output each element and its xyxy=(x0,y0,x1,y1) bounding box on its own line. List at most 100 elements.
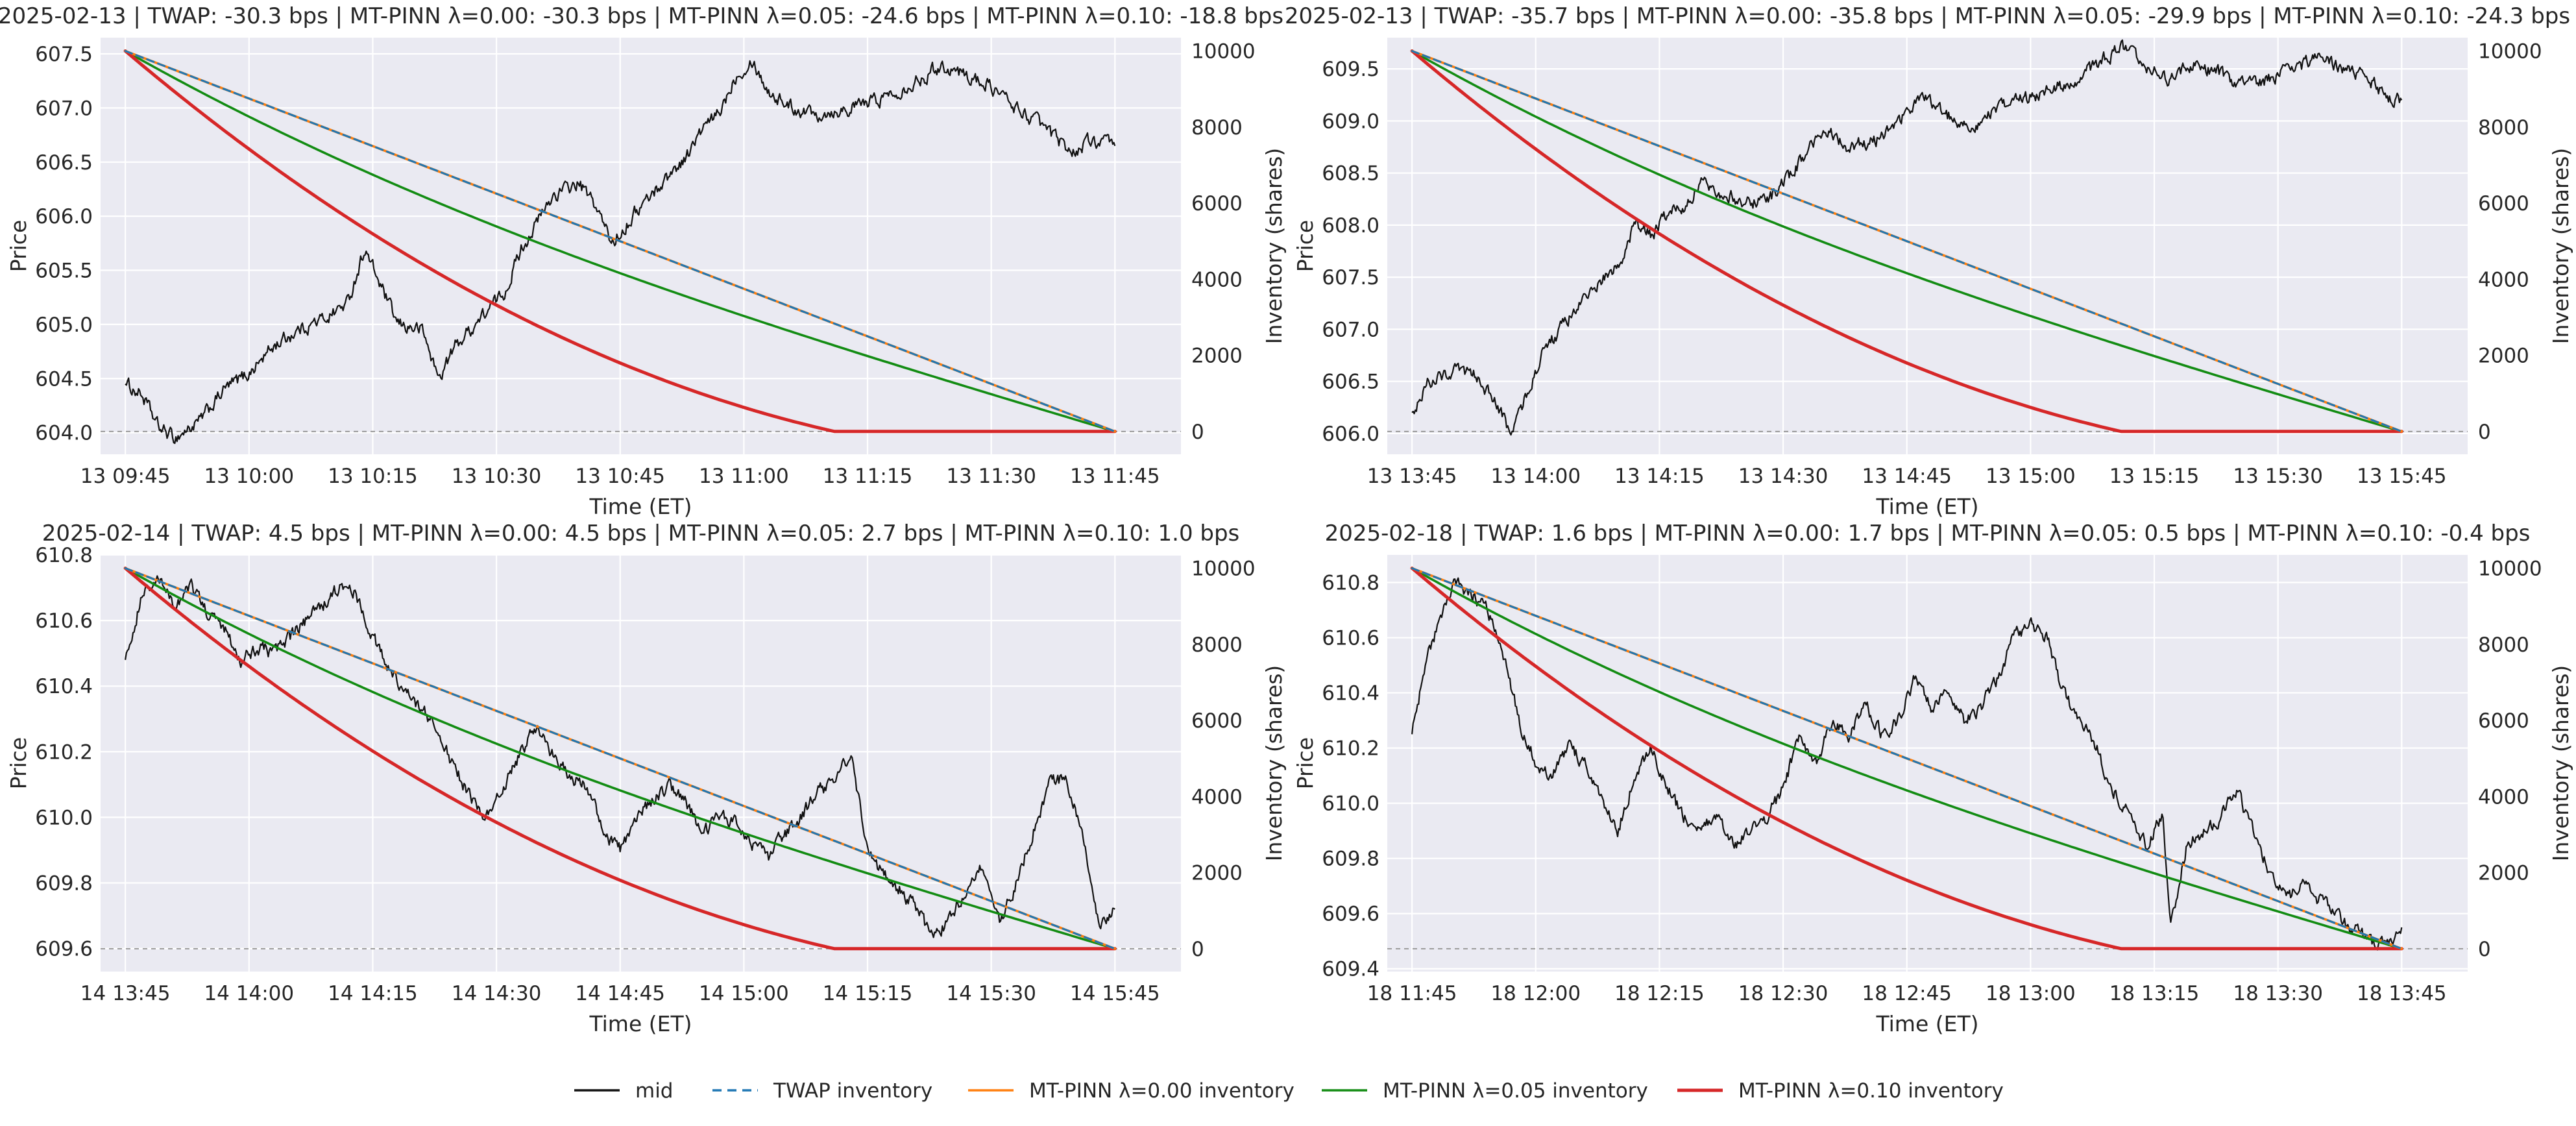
y-tick-label: 610.0 xyxy=(35,806,93,829)
legend-item: MT-PINN λ=0.05 inventory xyxy=(1322,1079,1648,1103)
x-tick-label: 18 13:15 xyxy=(2109,982,2200,1005)
chart-panel-3: 14 13:45 14 14:00 14 14:15 14 14:30 14 14:45… xyxy=(6,520,1287,1036)
x-tick-label: 14 14:30 xyxy=(452,982,542,1005)
mid-price-line xyxy=(1411,577,2403,951)
y2-tick-label: 6000 xyxy=(2478,192,2529,215)
x-axis-label: Time (ET) xyxy=(589,1011,692,1036)
x-tick-label: 18 12:15 xyxy=(1614,982,1705,1005)
plot-area xyxy=(1387,555,2468,972)
mtpinn-lambda-0.10-inventory-line xyxy=(1410,49,2403,434)
legend-label: mid xyxy=(635,1079,674,1103)
panel-title: 2025-02-13 | TWAP: -35.7 bps | MT-PINN λ… xyxy=(1285,3,2570,29)
y-tick-label: 609.8 xyxy=(35,872,93,896)
y2-tick-label: 8000 xyxy=(1191,116,1243,140)
y-tick-label: 610.6 xyxy=(1322,627,1379,650)
x-tick-label: 14 15:30 xyxy=(946,982,1036,1005)
y2-tick-label: 6000 xyxy=(1191,192,1243,215)
y2-axis-label: Inventory (shares) xyxy=(2548,148,2573,345)
x-tick-label: 14 14:45 xyxy=(575,982,665,1005)
y-tick-label: 606.0 xyxy=(1322,422,1379,446)
y-tick-label: 609.6 xyxy=(1322,903,1379,926)
y2-tick-label: 2000 xyxy=(1191,345,1243,368)
y-tick-label: 609.5 xyxy=(1322,58,1379,81)
legend-label: MT-PINN λ=0.00 inventory xyxy=(1029,1079,1294,1103)
y2-tick-label: 4000 xyxy=(2478,785,2529,809)
x-axis-label: Time (ET) xyxy=(589,494,692,519)
mtpinn-lambda-0.05-inventory-line xyxy=(1411,567,2403,950)
y-tick-label: 610.4 xyxy=(35,675,93,698)
y2-tick-label: 0 xyxy=(2478,938,2491,961)
y2-tick-label: 10000 xyxy=(2478,557,2542,581)
x-tick-label: 13 09:45 xyxy=(80,465,171,488)
x-tick-label: 13 14:00 xyxy=(1490,465,1581,488)
twap-inventory-line xyxy=(1411,50,2403,433)
x-tick-label: 18 12:45 xyxy=(1862,982,1952,1005)
legend-item: TWAP inventory xyxy=(712,1079,932,1103)
y2-tick-label: 8000 xyxy=(1191,633,1243,657)
x-tick-label: 18 11:45 xyxy=(1367,982,1457,1005)
x-tick-label: 13 10:30 xyxy=(452,465,542,488)
y-tick-label: 610.8 xyxy=(1322,572,1379,595)
y2-tick-label: 8000 xyxy=(2478,116,2529,140)
y-tick-label: 609.6 xyxy=(35,938,93,961)
x-tick-label: 14 15:45 xyxy=(1070,982,1160,1005)
y-tick-label: 604.0 xyxy=(35,422,93,445)
x-tick-label: 13 15:45 xyxy=(2357,465,2447,488)
legend-item: MT-PINN λ=0.10 inventory xyxy=(1677,1079,2004,1103)
x-tick-label: 13 15:00 xyxy=(1986,465,2076,488)
y-tick-label: 609.4 xyxy=(1322,958,1379,981)
twap-inventory-line xyxy=(1411,567,2403,950)
y2-tick-label: 10000 xyxy=(2478,40,2542,64)
y-tick-label: 610.8 xyxy=(35,544,93,567)
legend-label: MT-PINN λ=0.10 inventory xyxy=(1738,1079,2004,1103)
y-tick-label: 610.6 xyxy=(35,609,93,633)
x-tick-label: 13 15:15 xyxy=(2109,465,2200,488)
mtpinn-lambda-0.10-inventory-line xyxy=(123,567,1117,951)
y2-tick-label: 4000 xyxy=(1191,268,1243,291)
mtpinn-lambda-0.05-inventory-line xyxy=(1411,49,2403,433)
y2-tick-label: 10000 xyxy=(1191,40,1256,64)
y2-tick-label: 0 xyxy=(2478,421,2491,444)
legend: mid TWAP inventory MT-PINN λ=0.00 inventor… xyxy=(574,1079,2004,1103)
y-tick-label: 605.0 xyxy=(35,313,93,337)
y-axis-label: Price xyxy=(1293,737,1318,790)
twap-inventory-line xyxy=(124,567,1116,950)
y2-tick-label: 0 xyxy=(1191,938,1204,961)
y-tick-label: 606.0 xyxy=(35,205,93,228)
y2-tick-label: 0 xyxy=(1191,421,1204,444)
y-tick-label: 610.2 xyxy=(1322,737,1379,761)
mtpinn-lambda-0.10-inventory-line xyxy=(123,49,1117,434)
y-tick-label: 610.4 xyxy=(1322,682,1379,705)
x-tick-label: 13 13:45 xyxy=(1367,465,1457,488)
mtpinn-lambda-0.10-inventory-line xyxy=(1410,567,2403,951)
mtpinn-lambda-0.05-inventory-line xyxy=(124,49,1117,433)
y2-tick-label: 4000 xyxy=(1191,785,1243,809)
x-tick-label: 14 15:15 xyxy=(823,982,913,1005)
y-tick-label: 607.5 xyxy=(1322,266,1379,289)
y-axis-label: Price xyxy=(1293,220,1318,273)
x-tick-label: 13 14:45 xyxy=(1862,465,1952,488)
twap-inventory-line xyxy=(124,50,1116,433)
plot-area xyxy=(101,38,1181,454)
mid-price-line xyxy=(125,60,1116,445)
x-tick-label: 18 12:30 xyxy=(1738,982,1829,1005)
chart-panel-1: 13 09:45 13 10:00 13 10:15 13 10:30 13 10:45… xyxy=(0,3,1287,519)
x-tick-label: 13 11:30 xyxy=(946,465,1036,488)
x-axis-label: Time (ET) xyxy=(1875,1011,1978,1036)
y-tick-label: 610.0 xyxy=(1322,792,1379,816)
mtpinn-lambda-0.05-inventory-line xyxy=(124,567,1117,950)
y-axis-label: Price xyxy=(6,220,31,273)
y-tick-label: 607.0 xyxy=(35,97,93,120)
y2-tick-label: 8000 xyxy=(2478,633,2529,657)
y-axis-label: Price xyxy=(6,737,31,790)
y-tick-label: 604.5 xyxy=(35,367,93,391)
x-axis-label: Time (ET) xyxy=(1875,494,1978,519)
panel-title: 2025-02-18 | TWAP: 1.6 bps | MT-PINN λ=0… xyxy=(1325,520,2531,546)
y2-tick-label: 2000 xyxy=(1191,862,1243,885)
x-tick-label: 18 13:45 xyxy=(2357,982,2447,1005)
mid-price-line xyxy=(1411,39,2403,436)
y-tick-label: 610.2 xyxy=(35,740,93,764)
x-tick-label: 13 11:15 xyxy=(823,465,913,488)
legend-label: MT-PINN λ=0.05 inventory xyxy=(1383,1079,1648,1103)
